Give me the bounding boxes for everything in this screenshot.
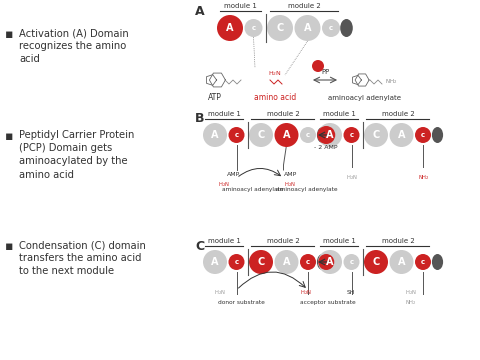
Circle shape xyxy=(415,127,431,143)
Ellipse shape xyxy=(317,127,328,143)
Text: c: c xyxy=(349,132,354,138)
Circle shape xyxy=(364,250,388,274)
Text: Condensation (C) domain
transfers the amino acid
to the next module: Condensation (C) domain transfers the am… xyxy=(19,240,146,276)
Text: c: c xyxy=(234,132,239,138)
Text: acceptor substrate: acceptor substrate xyxy=(300,300,356,305)
Text: $\mathregular{H_2N}$: $\mathregular{H_2N}$ xyxy=(218,180,230,189)
Text: module 1: module 1 xyxy=(224,3,257,9)
Circle shape xyxy=(249,250,273,274)
Text: module 1: module 1 xyxy=(208,238,240,244)
Circle shape xyxy=(275,250,299,274)
Text: module 2: module 2 xyxy=(382,238,414,244)
Circle shape xyxy=(203,250,227,274)
Circle shape xyxy=(275,123,299,147)
Text: C: C xyxy=(195,240,204,253)
Text: module 2: module 2 xyxy=(382,111,414,117)
Ellipse shape xyxy=(340,19,353,37)
Circle shape xyxy=(228,127,244,143)
Text: module 1: module 1 xyxy=(208,111,240,117)
Text: AMP: AMP xyxy=(227,172,240,177)
Text: module 2: module 2 xyxy=(288,3,320,9)
Circle shape xyxy=(267,15,293,41)
Circle shape xyxy=(318,254,334,270)
Circle shape xyxy=(344,254,360,270)
Circle shape xyxy=(389,250,413,274)
Text: A: A xyxy=(226,23,234,33)
Text: A: A xyxy=(398,257,405,267)
Text: C: C xyxy=(257,130,264,140)
Text: A: A xyxy=(283,130,290,140)
Text: ▪: ▪ xyxy=(5,130,13,143)
Text: c: c xyxy=(421,259,425,265)
Text: Activation (A) Domain
recognizes the amino
acid: Activation (A) Domain recognizes the ami… xyxy=(19,28,129,64)
Text: C: C xyxy=(257,257,264,267)
Text: A: A xyxy=(211,130,219,140)
Circle shape xyxy=(249,123,273,147)
Text: ▪: ▪ xyxy=(5,28,13,41)
Circle shape xyxy=(344,127,360,143)
Text: module 1: module 1 xyxy=(323,238,356,244)
Ellipse shape xyxy=(432,254,443,270)
Text: C: C xyxy=(372,130,380,140)
Text: ▪: ▪ xyxy=(5,240,13,253)
Text: $\mathregular{NH_2}$: $\mathregular{NH_2}$ xyxy=(418,173,430,182)
Text: aminoacyl adenylate: aminoacyl adenylate xyxy=(328,95,401,101)
Text: donor substrate: donor substrate xyxy=(218,300,265,305)
Text: A: A xyxy=(326,130,334,140)
Text: aminoacyl adenylate: aminoacyl adenylate xyxy=(276,187,338,192)
Text: $\mathregular{H_2N}$: $\mathregular{H_2N}$ xyxy=(284,180,295,189)
Text: B: B xyxy=(195,112,204,125)
Text: $\mathregular{NH_2}$: $\mathregular{NH_2}$ xyxy=(385,77,397,86)
Text: c: c xyxy=(421,132,425,138)
Circle shape xyxy=(318,250,342,274)
Text: - 2 AMP: - 2 AMP xyxy=(314,145,338,150)
Text: $\mathregular{H_2N}$: $\mathregular{H_2N}$ xyxy=(215,288,227,297)
Text: A: A xyxy=(326,257,334,267)
Circle shape xyxy=(228,254,244,270)
Text: module 2: module 2 xyxy=(266,238,299,244)
Text: c: c xyxy=(306,132,310,138)
Text: $\mathregular{H_2N}$: $\mathregular{H_2N}$ xyxy=(347,173,359,182)
Text: A: A xyxy=(195,5,204,18)
Text: SH: SH xyxy=(347,290,355,295)
Text: ATP: ATP xyxy=(208,93,222,102)
Ellipse shape xyxy=(317,254,328,270)
Text: module 2: module 2 xyxy=(266,111,299,117)
Circle shape xyxy=(318,123,342,147)
Text: aminoacyl adenylate: aminoacyl adenylate xyxy=(221,187,283,192)
Circle shape xyxy=(317,126,335,144)
Circle shape xyxy=(203,123,227,147)
Circle shape xyxy=(244,19,263,37)
Text: c: c xyxy=(252,25,255,31)
Circle shape xyxy=(295,15,321,41)
Text: $\mathregular{H_2N}$: $\mathregular{H_2N}$ xyxy=(405,288,417,297)
Circle shape xyxy=(300,254,316,270)
Text: $\mathregular{H_2N}$: $\mathregular{H_2N}$ xyxy=(268,69,282,78)
Circle shape xyxy=(312,60,324,72)
Circle shape xyxy=(364,123,388,147)
Text: A: A xyxy=(398,130,405,140)
Text: A: A xyxy=(304,23,311,33)
Text: c: c xyxy=(349,259,354,265)
Circle shape xyxy=(389,123,413,147)
Ellipse shape xyxy=(432,127,443,143)
Text: C: C xyxy=(372,257,380,267)
Text: PP: PP xyxy=(321,69,329,75)
Text: c: c xyxy=(234,259,239,265)
Text: A: A xyxy=(283,257,290,267)
Text: Peptidyl Carrier Protein
(PCP) Domain gets
aminoacylated by the
amino acid: Peptidyl Carrier Protein (PCP) Domain ge… xyxy=(19,130,134,180)
Circle shape xyxy=(415,254,431,270)
Text: c: c xyxy=(329,25,333,31)
Text: C: C xyxy=(276,23,284,33)
Text: amino acid: amino acid xyxy=(254,93,296,102)
Text: $\mathregular{H_2N}$: $\mathregular{H_2N}$ xyxy=(300,288,312,297)
Circle shape xyxy=(217,15,243,41)
Circle shape xyxy=(322,19,340,37)
Text: module 1: module 1 xyxy=(323,111,356,117)
Circle shape xyxy=(300,127,316,143)
Text: $\mathregular{NH_2}$: $\mathregular{NH_2}$ xyxy=(405,298,417,307)
Text: c: c xyxy=(306,259,310,265)
Text: AMP: AMP xyxy=(284,172,297,177)
Text: A: A xyxy=(211,257,219,267)
